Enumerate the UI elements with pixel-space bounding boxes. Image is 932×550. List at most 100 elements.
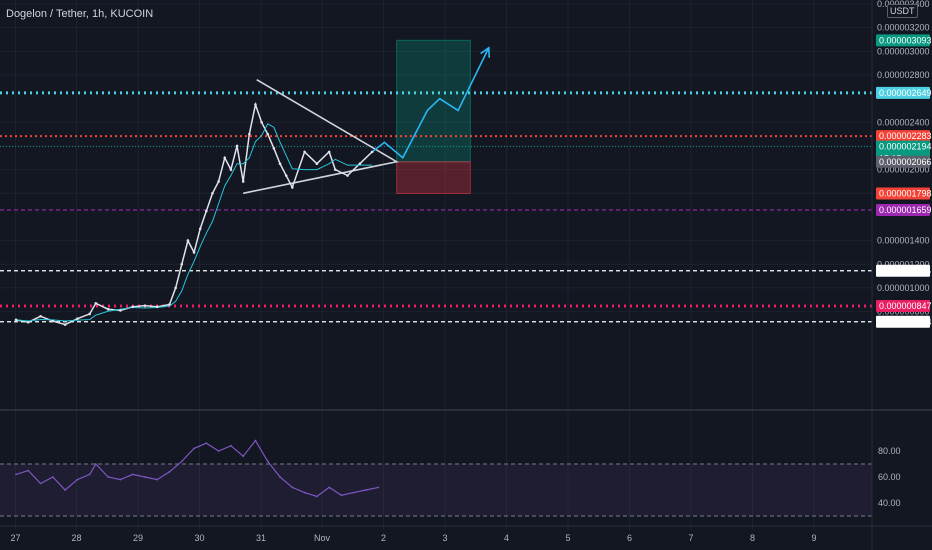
price-point	[76, 317, 79, 320]
long-position-stop-zone	[396, 161, 471, 195]
rsi-point	[180, 460, 183, 463]
rsi-point	[119, 478, 122, 481]
price-point	[223, 156, 227, 160]
price-point	[346, 174, 349, 177]
rsi-point	[107, 476, 109, 478]
price-tick-label: 0.000002000	[877, 165, 930, 175]
level-price-tag	[876, 203, 930, 216]
time-tick-label: 9	[811, 533, 816, 543]
level-price-tag	[876, 315, 930, 328]
time-tick-label: 7	[688, 533, 693, 543]
symbol-title: Dogelon / Tether, 1h, KUCOIN	[6, 8, 154, 20]
price-tick-label: 0.000001400	[877, 236, 930, 246]
level-price-tag-text: 0.000000847	[879, 301, 932, 311]
rsi-tick-label: 80.00	[878, 446, 901, 456]
price-point	[180, 262, 184, 266]
price-tag-text: 0.000002066	[879, 157, 932, 167]
rsi-point	[94, 463, 97, 465]
price-point	[235, 144, 239, 148]
rsi-point	[27, 469, 30, 472]
price-tag	[876, 34, 930, 47]
rsi-band	[0, 464, 872, 516]
rsi-tick-label: 60.00	[878, 472, 901, 482]
time-tick-label: 3	[442, 533, 447, 543]
price-tag	[876, 155, 930, 168]
currency-badge[interactable]: USDT	[887, 4, 918, 18]
rsi-tick-label: 40.00	[878, 498, 901, 508]
price-point	[272, 147, 276, 150]
time-tick-label: 8	[750, 533, 755, 543]
level-price-tag-text: 0.000001798	[879, 189, 932, 199]
rsi-point	[279, 476, 281, 478]
rsi-point	[131, 473, 134, 476]
price-tick-label: 0.000002800	[877, 70, 930, 80]
price-point	[174, 286, 177, 290]
time-tick-label: 6	[627, 533, 632, 543]
rsi-point	[193, 447, 195, 450]
price-point	[39, 315, 42, 318]
price-point	[254, 103, 257, 106]
rsi-point	[168, 470, 171, 473]
price-point	[51, 319, 55, 323]
rsi-point	[242, 455, 245, 458]
level-price-tag-text: 0.000001659	[879, 205, 932, 215]
moving-average-line	[15, 123, 373, 322]
price-point	[333, 168, 337, 171]
level-price-tag	[876, 264, 930, 277]
price-point	[119, 309, 122, 312]
rsi-point	[88, 473, 91, 476]
price-point	[327, 150, 331, 154]
price-tick-label: 0.000003200	[877, 23, 930, 33]
time-tick-label: 27	[10, 533, 20, 543]
rsi-point	[377, 486, 380, 489]
rsi-point	[230, 444, 232, 447]
price-tick-label: 0.000003000	[877, 46, 930, 56]
rsi-point	[303, 491, 306, 494]
rsi-point	[315, 495, 318, 498]
time-tick-label: 29	[133, 533, 143, 543]
price-point	[205, 209, 208, 213]
time-tick-label: 30	[194, 533, 204, 543]
rsi-point	[15, 473, 17, 476]
rsi-point	[266, 460, 269, 463]
rsi-point	[352, 491, 355, 494]
rsi-point	[254, 439, 257, 442]
rsi-point	[51, 476, 54, 478]
price-tag-text: 0.000003093	[879, 35, 932, 45]
rsi-point	[39, 482, 42, 485]
projection-path	[371, 47, 490, 160]
rsi-point	[205, 442, 208, 445]
price-point	[94, 301, 98, 305]
rsi-point	[217, 450, 220, 452]
price-point	[211, 191, 214, 195]
rsi-point	[291, 486, 294, 489]
price-point	[291, 186, 294, 189]
projection-arrowhead	[480, 46, 491, 58]
price-tick-label: 0.000002400	[877, 117, 930, 127]
price-point	[143, 304, 147, 307]
time-tick-label: 31	[256, 533, 266, 543]
price-point	[63, 323, 67, 326]
price-point	[198, 227, 202, 231]
price-point	[266, 132, 270, 136]
price-point	[303, 150, 306, 154]
time-tick-label: 4	[504, 533, 509, 543]
price-tick-label: 0.000001000	[877, 283, 930, 293]
rsi-point	[328, 486, 331, 489]
price-point	[192, 251, 196, 254]
price-point	[248, 132, 251, 136]
rsi-point	[340, 494, 343, 497]
long-position-target-zone	[396, 39, 471, 163]
price-point	[358, 162, 362, 166]
price-point	[88, 312, 91, 316]
price-point	[168, 303, 171, 306]
price-point	[229, 168, 233, 171]
time-tick-label: Nov	[314, 533, 331, 543]
price-point	[26, 320, 30, 324]
time-tick-label: 28	[71, 533, 81, 543]
price-point	[370, 150, 374, 154]
rsi-point	[365, 489, 367, 491]
rsi-pane: 80.00 60.00 40.00	[0, 439, 901, 517]
